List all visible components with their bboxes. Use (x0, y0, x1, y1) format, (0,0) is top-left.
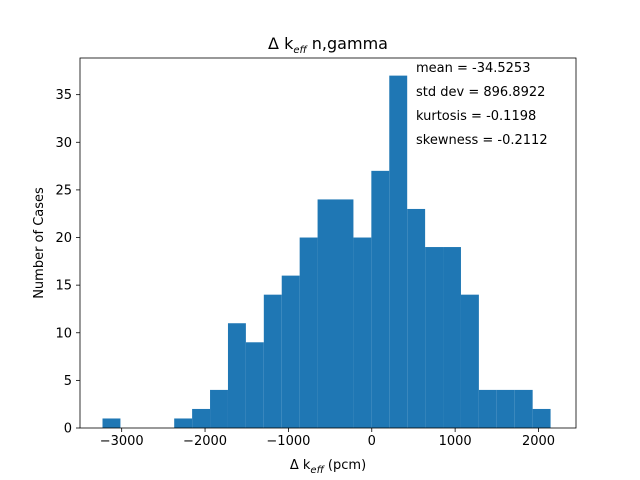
histogram-bar (478, 389, 497, 428)
histogram-bar (317, 199, 336, 428)
x-tick-label: −2000 (183, 434, 227, 449)
histogram-bar (407, 208, 426, 428)
chart-title: Δ keff n,gamma (268, 34, 388, 56)
histogram-bar (443, 247, 461, 428)
y-tick-label: 10 (55, 326, 72, 341)
y-axis-label: Number of Cases (32, 187, 47, 299)
y-tick-label: 5 (64, 374, 72, 389)
histogram-bar (299, 237, 318, 428)
x-tick-label: −3000 (100, 434, 144, 449)
histogram-bar (532, 408, 551, 428)
histogram-bars (102, 75, 551, 428)
histogram-bar (460, 294, 479, 428)
statistics-annotation: mean = -34.5253 std dev = 896.8922 kurtosi… (416, 61, 548, 148)
histogram-bar (227, 323, 246, 428)
y-tick-label: 25 (55, 183, 72, 198)
y-axis-ticks: 0 5 10 15 20 25 30 35 (55, 88, 80, 437)
x-axis-ticks: −3000 −2000 −1000 0 1000 2000 (100, 428, 555, 449)
histogram-bar (192, 408, 211, 428)
histogram-bar (281, 275, 300, 428)
y-tick-label: 30 (55, 136, 72, 151)
plot-frame (79, 57, 577, 429)
histogram-bar (174, 418, 193, 428)
y-tick-label: 35 (55, 88, 72, 103)
x-axis-label: Δ keff (pcm) (290, 458, 366, 476)
y-tick-label: 20 (55, 231, 72, 246)
stat-line: skewness = -0.2112 (416, 133, 548, 148)
histogram-bar (335, 199, 354, 428)
histogram-bar (263, 294, 282, 428)
histogram-bar (102, 418, 121, 428)
histogram-bar (371, 170, 390, 428)
histogram-bar (514, 389, 533, 428)
x-tick-label: 2000 (522, 434, 555, 449)
x-tick-label: 1000 (439, 434, 472, 449)
histogram-bar (353, 237, 372, 428)
histogram-bar (496, 389, 515, 428)
stat-line: mean = -34.5253 (416, 61, 530, 76)
histogram-bar (245, 342, 264, 428)
stat-line: std dev = 896.8922 (416, 85, 545, 100)
histogram-bar (389, 75, 408, 428)
histogram-bar (210, 389, 228, 428)
histogram-bar (425, 247, 444, 428)
y-tick-label: 15 (55, 279, 72, 294)
x-tick-label: 0 (368, 434, 376, 449)
x-tick-label: −1000 (266, 434, 310, 449)
y-tick-label: 0 (64, 422, 72, 437)
stat-line: kurtosis = -0.1198 (416, 109, 536, 124)
